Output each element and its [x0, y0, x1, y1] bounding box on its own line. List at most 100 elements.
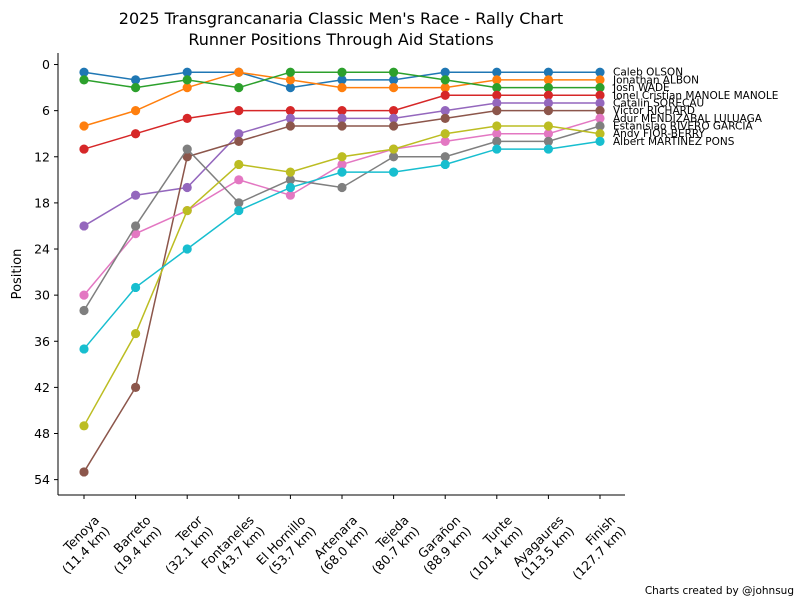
data-point: [337, 167, 347, 177]
data-point: [543, 67, 554, 77]
data-point: [131, 328, 141, 339]
data-point: [492, 90, 502, 100]
series-victor-richard: [79, 106, 605, 477]
data-point: [234, 106, 244, 116]
data-point: [440, 113, 450, 123]
data-point: [440, 152, 450, 162]
data-point: [389, 167, 399, 177]
data-point: [285, 67, 295, 77]
data-point: [337, 159, 347, 170]
data-point: [492, 67, 502, 77]
y-tick-label: 48: [34, 426, 50, 441]
data-point: [79, 467, 89, 477]
data-point: [595, 82, 605, 93]
data-point: [285, 182, 295, 193]
data-point: [182, 205, 192, 216]
data-point: [234, 129, 244, 139]
series-end-label: Adur MENDIZABAL LULUAGA: [613, 113, 763, 125]
series-end-label: Albert MARTINEZ PONS: [613, 136, 735, 148]
data-point: [595, 121, 605, 131]
x-tick-label: Fontaneles(43.7 km): [198, 513, 267, 582]
series-end-label: Caleb OLSON: [613, 67, 683, 79]
data-point: [337, 82, 347, 93]
data-point: [337, 106, 347, 116]
data-point: [182, 152, 192, 162]
data-point: [492, 144, 502, 154]
data-point: [543, 136, 554, 146]
y-axis-label: Position: [10, 249, 25, 300]
y-tick-label: 42: [34, 380, 50, 395]
series-josh-wade: [79, 67, 605, 93]
series-end-label: Estanislao RIVERO GARCIA: [613, 121, 753, 133]
data-point: [440, 136, 450, 146]
y-tick-label: 6: [42, 103, 50, 118]
x-tick-label: Barreto(19.4 km): [100, 513, 164, 577]
data-point: [79, 67, 89, 77]
chart-axes: 0 6 12 18 24 30 36 42 48 54 Position Tenoya(11.4 km…: [10, 53, 629, 582]
data-point: [131, 382, 141, 392]
data-point: [285, 175, 295, 185]
chart-title: 2025 Transgrancanaria Classic Men's Race…: [119, 9, 563, 49]
data-point: [234, 159, 244, 170]
data-point: [234, 67, 244, 77]
data-point: [285, 121, 295, 131]
data-point: [182, 244, 192, 254]
data-point: [285, 113, 295, 123]
data-point: [595, 136, 605, 146]
data-point: [440, 90, 450, 100]
series-end-label: Ionel Cristian MANOLE MANOLE: [613, 90, 778, 102]
data-point: [79, 421, 89, 431]
series-end-label: Andy FIOR-BERRY: [613, 128, 705, 140]
data-point: [440, 159, 450, 170]
data-point: [440, 106, 450, 116]
series-albert-martinez-pons: [79, 136, 605, 354]
data-point: [389, 75, 399, 85]
chart-title-line: Runner Positions Through Aid Stations: [188, 30, 493, 49]
data-point: [595, 106, 605, 116]
data-point: [543, 82, 554, 93]
data-point: [389, 82, 399, 93]
data-point: [595, 98, 605, 108]
x-tick-label: Tenoya(11.4 km): [48, 513, 112, 577]
data-point: [492, 106, 502, 116]
data-point: [285, 106, 295, 116]
x-tick-label: Tejeda(80.7 km): [358, 513, 422, 577]
data-point: [492, 136, 502, 146]
data-point: [79, 290, 89, 300]
x-tick-label: Ayagaures(113.5 km): [507, 513, 577, 583]
data-point: [337, 182, 347, 193]
data-point: [440, 67, 450, 77]
data-point: [182, 67, 192, 77]
data-point: [182, 75, 192, 85]
data-point: [79, 121, 89, 131]
series-andy-fior-berry: [79, 121, 605, 431]
data-point: [595, 67, 605, 77]
data-point: [543, 121, 554, 131]
data-point: [543, 75, 554, 85]
data-point: [543, 129, 554, 139]
data-point: [285, 75, 295, 85]
data-point: [285, 82, 295, 93]
data-point: [285, 190, 295, 200]
data-point: [543, 98, 554, 108]
data-point: [389, 67, 399, 77]
data-point: [234, 205, 244, 216]
series-estanislao-rivero-garcia: [79, 121, 605, 316]
data-point: [79, 144, 89, 154]
data-point: [440, 129, 450, 139]
data-point: [492, 129, 502, 139]
series-end-label: Josh WADE: [612, 82, 670, 94]
series-adur-mendizabal-luluaga: [79, 113, 605, 300]
data-point: [182, 82, 192, 93]
data-point: [182, 113, 192, 123]
y-tick-label: 30: [34, 288, 50, 303]
data-point: [440, 75, 450, 85]
series-catalin-sorecau: [79, 98, 605, 231]
series-jonathan-albon: [79, 67, 605, 131]
data-point: [131, 129, 141, 139]
data-point: [492, 75, 502, 85]
data-point: [492, 98, 502, 108]
data-point: [79, 305, 89, 316]
data-point: [337, 75, 347, 85]
